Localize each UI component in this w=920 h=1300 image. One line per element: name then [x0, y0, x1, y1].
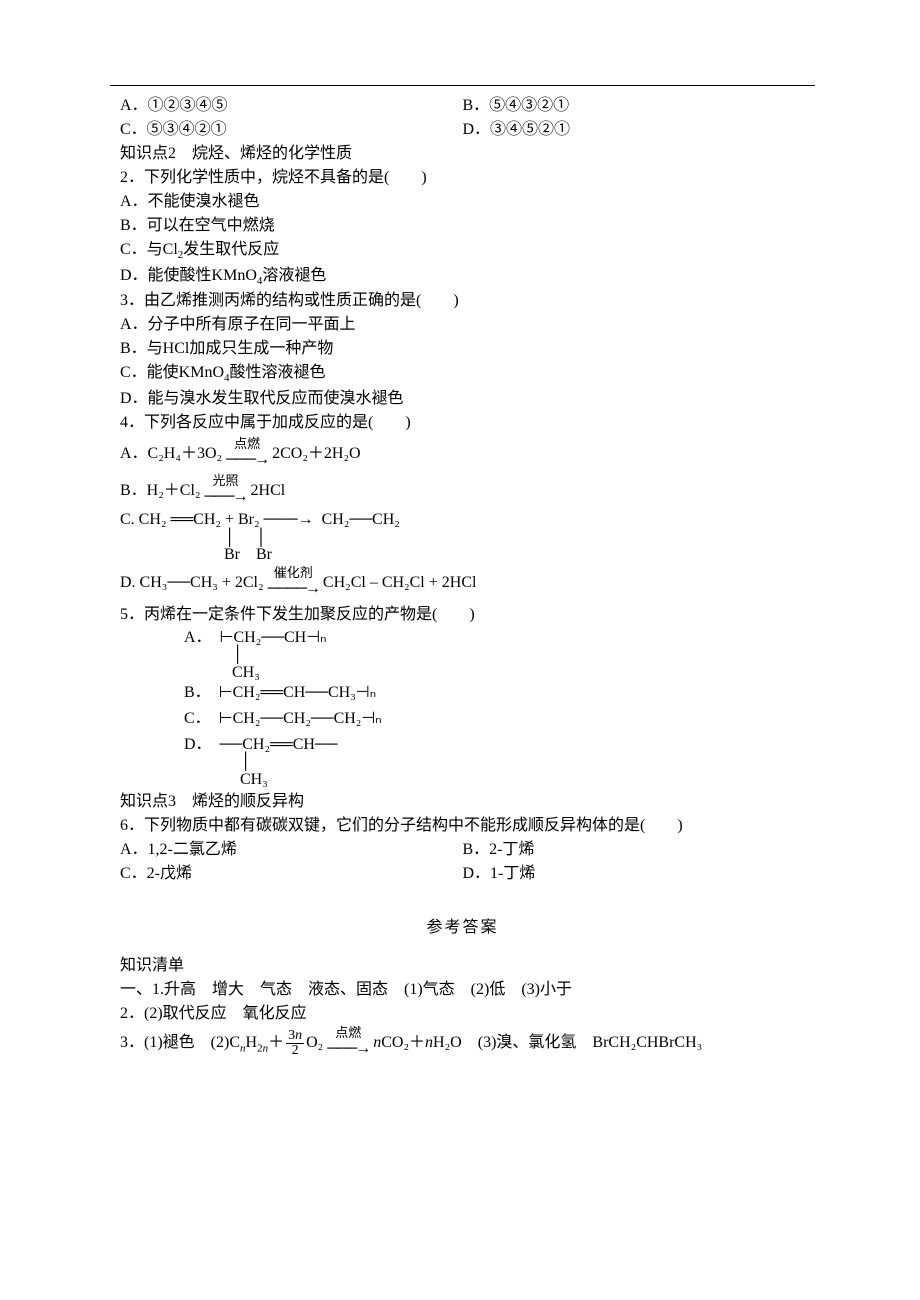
q3-option-b: B．与HCl加成只生成一种产物 — [120, 337, 805, 361]
arrow-icon: 点燃───→ — [327, 1026, 369, 1061]
q1-option-d: D．③④⑤②① — [463, 118, 806, 142]
q5d-r2: │ — [152, 753, 338, 771]
q2c-pre: C．与Cl — [120, 241, 178, 258]
a3-pre: 3．(1)褪色 (2) — [120, 1035, 229, 1052]
q3c-post: 酸性溶液褪色 — [230, 364, 326, 381]
q5-option-a: A． ⊢CH₂──CH⊣ₙ │ CH₃ — [120, 629, 805, 682]
frac-den: 2 — [286, 1044, 304, 1058]
q6-option-b: B．2-丁烯 — [463, 838, 806, 862]
frac-num-n: n — [295, 1028, 302, 1043]
q4a-lhs: A．C₂H₄＋3O₂ — [120, 445, 226, 462]
q4-stem: 4．下列各反应中属于加成反应的是( ) — [120, 411, 805, 435]
answers-title: 参考答案 — [120, 916, 805, 940]
q2d-pre: D．能使酸性KMnO — [120, 267, 257, 284]
q2-option-d: D．能使酸性KMnO4溶液褪色 — [120, 264, 805, 290]
answers-kq: 知识清单 — [120, 954, 805, 978]
q4c-r3: Br Br — [120, 546, 400, 564]
q4-option-d: D. CH₃──CH₃ + 2Cl₂ 催化剂 ────→ CH₂Cl – CH₂… — [120, 566, 805, 601]
q1-option-b: B．⑤④③②① — [463, 94, 806, 118]
q5-option-d: D． ──CH₂══CH── │ CH₃ — [120, 736, 805, 789]
q6-option-a: A．1,2-二氯乙烯 — [120, 838, 463, 862]
q4b-rhs: 2HCl — [251, 482, 286, 499]
q4-option-b: B．H₂＋Cl₂ 光照 ───→ 2HCl — [120, 474, 805, 509]
q4a-rhs: 2CO₂＋2H₂O — [272, 445, 361, 462]
a3-c: C — [229, 1035, 240, 1052]
arrow-line: ───→ — [226, 448, 268, 472]
q4c-r1: C. CH₂ ══CH₂ + Br₂ ───→ CH₂──CH₂ — [120, 511, 400, 529]
q6-options-row1: A．1,2-二氯乙烯 B．2-丁烯 — [120, 838, 805, 862]
q5-stem: 5．丙烯在一定条件下发生加聚反应的产物是( ) — [120, 603, 805, 627]
q3-option-c: C．能使KMnO4酸性溶液褪色 — [120, 361, 805, 387]
a3-h: H — [246, 1035, 258, 1052]
q4-option-a: A．C₂H₄＋3O₂ 点燃 ───→ 2CO₂＋2H₂O — [120, 437, 805, 472]
q3-option-d: D．能与溴水发生取代反应而使溴水褪色 — [120, 387, 805, 411]
q3-option-a: A．分子中所有原子在同一平面上 — [120, 313, 805, 337]
q1-options-row2: C．⑤③④②① D．③④⑤②① — [120, 118, 805, 142]
q5a-r1: A． ⊢CH₂──CH⊣ₙ — [152, 629, 327, 647]
q2d-post: 溶液褪色 — [262, 267, 326, 284]
q2-stem: 2．下列化学性质中，烷烃不具备的是( ) — [120, 166, 805, 190]
q5b: B． ⊢CH₂══CH──CH₃⊣ₙ — [152, 684, 376, 702]
arrow-icon: 点燃 ───→ — [226, 437, 268, 472]
arrow-icon: 催化剂 ────→ — [268, 566, 319, 601]
q5a-r3: CH₃ — [152, 664, 327, 682]
q1-option-c: C．⑤③④②① — [120, 118, 463, 142]
q5c: C． ⊢CH₂──CH₂──CH₂⊣ₙ — [152, 710, 382, 728]
a3-n-h2o: n — [425, 1035, 433, 1052]
answers-line1: 一、1.升高 增大 气态 液态、固态 (1)气态 (2)低 (3)小于 — [120, 978, 805, 1002]
a3-tail: (3)溴、氯化氢 BrCH₂CHBrCH₃ — [462, 1035, 703, 1052]
q4-option-c: C. CH₂ ══CH₂ + Br₂ ───→ CH₂──CH₂ │ │ Br … — [120, 511, 805, 564]
answers-line3: 3．(1)褪色 (2)CnH2n＋3n2O₂ 点燃───→ nCO₂＋nH₂O … — [120, 1026, 805, 1061]
q5-option-c: C． ⊢CH₂──CH₂──CH₂⊣ₙ — [120, 710, 805, 734]
q1-option-a: A．①②③④⑤ — [120, 94, 463, 118]
q3c-pre: C．能使KMnO — [120, 364, 224, 381]
q6-stem: 6．下列物质中都有碳碳双键，它们的分子结构中不能形成顺反异构体的是( ) — [120, 814, 805, 838]
q6-option-d: D．1-丁烯 — [463, 862, 806, 886]
answers-line2: 2．(2)取代反应 氧化反应 — [120, 1002, 805, 1026]
q2-option-b: B．可以在空气中燃烧 — [120, 214, 805, 238]
q4c-r2: │ │ — [120, 529, 400, 547]
arrow-line: ────→ — [268, 577, 319, 601]
q4d-lhs: D. CH₃──CH₃ + 2Cl₂ — [120, 574, 268, 591]
q5a-r2: │ — [152, 646, 327, 664]
q3-stem: 3．由乙烯推测丙烯的结构或性质正确的是( ) — [120, 289, 805, 313]
q4d-rhs: CH₂Cl – CH₂Cl + 2HCl — [323, 574, 477, 591]
a3-h2o: H₂O — [433, 1035, 462, 1052]
q5d-r3: CH₃ — [152, 771, 338, 789]
q2-option-c: C．与Cl2发生取代反应 — [120, 238, 805, 264]
a3-co2: CO₂＋ — [381, 1035, 425, 1052]
q4b-lhs: B．H₂＋Cl₂ — [120, 482, 205, 499]
q5d-r1: D． ──CH₂══CH── — [152, 736, 338, 754]
kp2-title: 知识点2 烷烃、烯烃的化学性质 — [120, 142, 805, 166]
a3-plus: ＋ — [268, 1035, 284, 1052]
arrow-icon: 光照 ───→ — [205, 474, 247, 509]
header-rule — [110, 85, 815, 86]
q6-option-c: C．2-戊烯 — [120, 862, 463, 886]
q1-options-row1: A．①②③④⑤ B．⑤④③②① — [120, 94, 805, 118]
q6-options-row2: C．2-戊烯 D．1-丁烯 — [120, 862, 805, 886]
arrow-line: ───→ — [205, 485, 247, 509]
a3-o2: O₂ — [306, 1035, 327, 1052]
q2c-post: 发生取代反应 — [183, 241, 279, 258]
fraction-icon: 3n2 — [286, 1029, 304, 1058]
arrow-line: ───→ — [327, 1037, 369, 1061]
q2-option-a: A．不能使溴水褪色 — [120, 190, 805, 214]
document-page: A．①②③④⑤ B．⑤④③②① C．⑤③④②① D．③④⑤②① 知识点2 烷烃、… — [0, 0, 920, 1121]
kp3-title: 知识点3 烯烃的顺反异构 — [120, 790, 805, 814]
q5-option-b: B． ⊢CH₂══CH──CH₃⊣ₙ — [120, 684, 805, 708]
